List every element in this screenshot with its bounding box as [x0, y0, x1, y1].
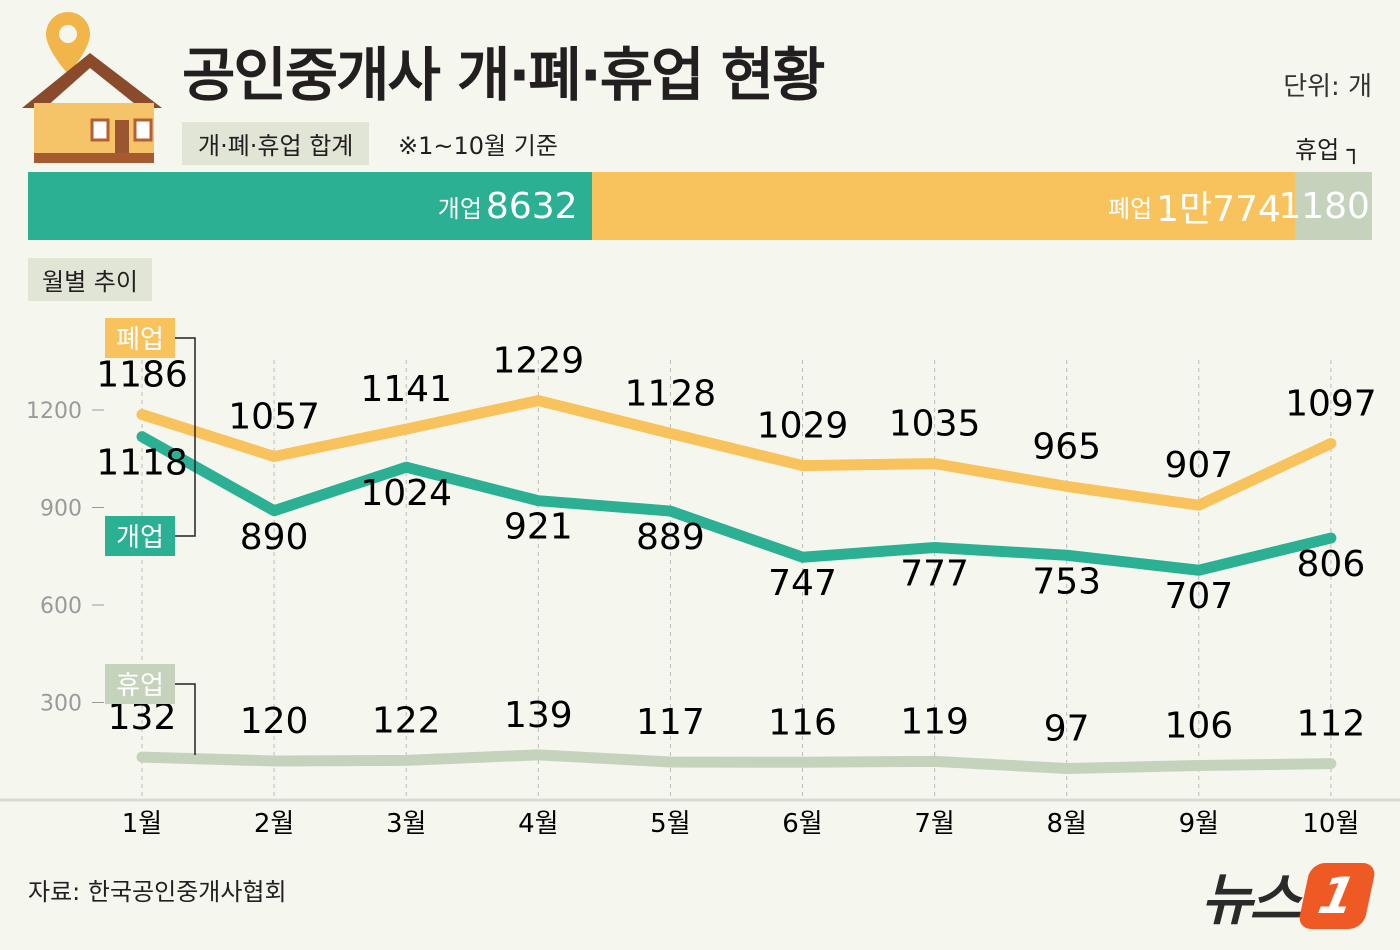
- data-label: 907: [1164, 445, 1233, 486]
- data-label: 1128: [625, 373, 717, 414]
- x-tick-label: 5월: [650, 809, 690, 839]
- close-total: 1만774: [1156, 189, 1281, 230]
- close-label: 폐업: [1108, 194, 1153, 223]
- x-tick-label: 4월: [518, 809, 558, 839]
- bar-segment-open: 개업 8632: [28, 172, 592, 240]
- series-line-폐업: [136, 395, 1337, 511]
- source: 자료: 한국공인중개사협회: [28, 878, 287, 906]
- x-tick-label: 8월: [1046, 809, 1086, 839]
- open-label: 개업: [437, 194, 482, 223]
- data-label: 1035: [889, 404, 981, 445]
- data-label: 122: [372, 700, 441, 741]
- data-label: 1229: [492, 341, 584, 382]
- data-label: 117: [636, 702, 705, 743]
- y-tick-label: 900: [40, 497, 82, 522]
- data-label: 1024: [360, 473, 452, 514]
- legend-swatch: [105, 664, 175, 704]
- data-label: 116: [768, 702, 837, 743]
- series-line-개업: [136, 431, 1337, 576]
- data-label: 890: [240, 517, 309, 558]
- legend-swatch: [105, 516, 175, 556]
- logo-text: 뉴스: [1200, 868, 1301, 933]
- data-label: 1186: [96, 355, 188, 396]
- x-tick-label: 10월: [1302, 809, 1359, 839]
- data-label: 139: [504, 695, 573, 736]
- data-label: 889: [636, 517, 705, 558]
- data-label: 1097: [1285, 383, 1377, 424]
- x-tick-label: 9월: [1179, 809, 1219, 839]
- data-label: 1141: [360, 369, 452, 410]
- page-title: 공인중개사 개·폐·휴업 현황: [182, 41, 825, 109]
- y-tick-label: 300: [40, 692, 82, 717]
- data-label: 119: [900, 701, 969, 742]
- news1-logo: 뉴스 1: [1200, 855, 1378, 936]
- logo-mark: 1: [1296, 862, 1378, 929]
- bar-segment-close: 폐업 1만774: [591, 172, 1295, 240]
- legend-label: 휴업: [116, 671, 164, 701]
- legend-bracket: [175, 337, 196, 537]
- data-label: 1057: [228, 396, 320, 437]
- data-label: 777: [900, 553, 969, 594]
- x-tick-label: 2월: [254, 809, 294, 839]
- data-label: 1029: [757, 406, 849, 447]
- data-label: 965: [1032, 426, 1101, 467]
- x-tick-label: 3월: [386, 809, 426, 839]
- legend-label: 개업: [116, 523, 164, 553]
- x-tick-label: 6월: [782, 809, 822, 839]
- data-label: 806: [1297, 544, 1366, 585]
- x-tick-label: 7월: [914, 809, 954, 839]
- bar-segment-suspend: 1180: [1278, 172, 1372, 240]
- total-tag: 개·폐·휴업 합계: [182, 122, 370, 165]
- monthly-tag: 월별 추이: [28, 258, 152, 301]
- data-label: 747: [768, 563, 837, 604]
- data-label: 120: [240, 701, 309, 742]
- legend-label: 폐업: [116, 325, 164, 355]
- line-chart: 1월 2월 3월 4월 5월 6월 7월 8월 9월 10월 300 600 900 1200 1186 10…: [0, 318, 1400, 839]
- legend-bracket: [175, 683, 196, 755]
- y-tick-label: 600: [40, 594, 82, 619]
- data-label: 707: [1164, 576, 1233, 617]
- x-tick-label: 1월: [122, 809, 162, 839]
- data-label: 106: [1164, 706, 1233, 747]
- data-label: 921: [504, 507, 573, 548]
- totals-stacked-bar: 개업 8632 폐업 1만774 1180: [28, 172, 1372, 240]
- data-label: 97: [1044, 708, 1090, 749]
- series-line-휴업: [136, 749, 1337, 774]
- unit-label: 단위: 개: [1283, 72, 1372, 102]
- y-tick-label: 1200: [26, 399, 82, 424]
- legend-swatch: [105, 318, 175, 358]
- suspend-total: 1180: [1278, 185, 1370, 227]
- total-note: ※1~10월 기준: [398, 132, 558, 160]
- open-total: 8632: [485, 185, 578, 227]
- data-label: 753: [1032, 561, 1101, 602]
- closed-total-label: 휴업 ┐: [1295, 136, 1362, 164]
- data-label: 1118: [96, 443, 188, 484]
- data-label: 112: [1297, 704, 1366, 745]
- house-pin-icon: [22, 12, 162, 163]
